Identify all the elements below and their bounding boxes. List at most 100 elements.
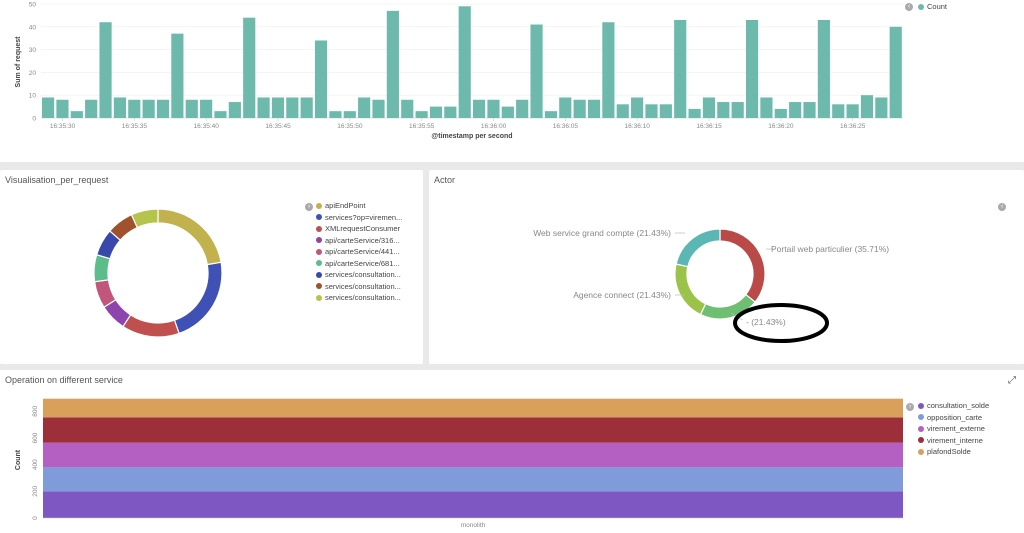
bar[interactable] bbox=[358, 97, 371, 118]
bar[interactable] bbox=[401, 99, 414, 118]
bar[interactable] bbox=[487, 99, 500, 118]
bar[interactable] bbox=[702, 97, 716, 118]
stacked-bar-segment[interactable] bbox=[43, 442, 903, 468]
donut-slice[interactable] bbox=[157, 208, 222, 266]
legend-item[interactable]: services?op=viremen... bbox=[316, 212, 402, 224]
legend-item[interactable]: XMLrequestConsumer bbox=[316, 223, 402, 235]
bar[interactable] bbox=[731, 102, 744, 118]
legend-item[interactable]: services/consultation... bbox=[316, 269, 402, 281]
donut-slice[interactable] bbox=[173, 261, 223, 335]
legend-item[interactable]: consultation_solde bbox=[918, 400, 989, 412]
bar[interactable] bbox=[42, 97, 55, 118]
legend-toggle-icon[interactable]: ‹ bbox=[905, 3, 913, 11]
bar[interactable] bbox=[444, 106, 457, 118]
bar[interactable] bbox=[544, 111, 557, 118]
bar[interactable] bbox=[257, 97, 270, 118]
bar[interactable] bbox=[128, 99, 141, 118]
bar[interactable] bbox=[271, 97, 285, 118]
legend-item[interactable]: services/consultation... bbox=[316, 281, 402, 293]
legend-item[interactable]: opposition_carte bbox=[918, 412, 989, 424]
bar[interactable] bbox=[717, 102, 730, 118]
bar[interactable] bbox=[516, 99, 529, 118]
bar[interactable] bbox=[616, 104, 629, 118]
stacked-bar-segment[interactable] bbox=[43, 467, 903, 492]
bar[interactable] bbox=[745, 19, 759, 118]
bar[interactable] bbox=[200, 99, 213, 118]
bar[interactable] bbox=[70, 111, 83, 118]
bar[interactable] bbox=[803, 102, 816, 118]
donut-slice[interactable] bbox=[130, 208, 159, 229]
legend-item[interactable]: apiEndPoint bbox=[316, 200, 402, 212]
legend-label: opposition_carte bbox=[927, 412, 983, 422]
x-tick-label: 16:35:50 bbox=[337, 123, 363, 130]
legend-item[interactable]: services/consultation... bbox=[316, 292, 402, 304]
bar[interactable] bbox=[243, 17, 256, 118]
stacked-bar-segment[interactable] bbox=[43, 398, 903, 418]
legend-item[interactable]: api/carteService/316... bbox=[316, 235, 402, 247]
bar[interactable] bbox=[372, 99, 385, 118]
bar[interactable] bbox=[171, 33, 184, 118]
legend-item[interactable]: plafondSolde bbox=[918, 446, 989, 458]
bar[interactable] bbox=[429, 106, 443, 118]
stacked-bar-segment[interactable] bbox=[43, 491, 903, 518]
legend-toggle-icon[interactable]: › bbox=[305, 203, 313, 211]
donut-slice[interactable] bbox=[675, 228, 721, 268]
bar[interactable] bbox=[156, 99, 170, 118]
bar[interactable] bbox=[688, 108, 701, 118]
bar[interactable] bbox=[587, 99, 601, 118]
legend-dot bbox=[918, 425, 924, 432]
bar[interactable] bbox=[214, 111, 227, 118]
stacked-bar-segment[interactable] bbox=[43, 417, 903, 443]
donut-slice[interactable] bbox=[719, 228, 766, 303]
bar[interactable] bbox=[314, 40, 328, 119]
bar[interactable] bbox=[473, 99, 486, 118]
bar[interactable] bbox=[659, 104, 672, 118]
bar[interactable] bbox=[56, 99, 69, 118]
bar[interactable] bbox=[602, 22, 615, 119]
fullscreen-icon[interactable]: ⤢ bbox=[1008, 375, 1016, 386]
bar[interactable] bbox=[99, 22, 112, 119]
actor-label-dash: - (21.43%) bbox=[746, 317, 786, 327]
bar[interactable] bbox=[386, 10, 399, 119]
bar[interactable] bbox=[329, 111, 342, 118]
bar[interactable] bbox=[113, 97, 126, 118]
bar[interactable] bbox=[228, 102, 241, 118]
legend-item[interactable]: virement_interne bbox=[918, 435, 989, 447]
bar[interactable] bbox=[501, 106, 514, 118]
bar[interactable] bbox=[875, 97, 888, 118]
legend-toggle-icon[interactable]: › bbox=[906, 403, 914, 411]
bar[interactable] bbox=[789, 102, 802, 118]
bar[interactable] bbox=[142, 99, 155, 118]
legend-item[interactable]: api/carteService/441... bbox=[316, 246, 402, 258]
donut-slice[interactable] bbox=[674, 263, 707, 316]
bar[interactable] bbox=[832, 104, 845, 118]
bar[interactable] bbox=[185, 99, 198, 118]
legend-item-count[interactable]: Count bbox=[918, 1, 947, 13]
bar[interactable] bbox=[343, 111, 356, 118]
bar[interactable] bbox=[559, 97, 572, 118]
bar[interactable] bbox=[760, 97, 773, 118]
bar[interactable] bbox=[415, 111, 428, 118]
donut-slice[interactable] bbox=[122, 314, 180, 338]
bar[interactable] bbox=[530, 24, 543, 118]
bar[interactable] bbox=[674, 19, 687, 118]
x-tick-label: monolith bbox=[461, 522, 486, 529]
bar[interactable] bbox=[458, 6, 471, 119]
donut-slice[interactable] bbox=[93, 253, 111, 283]
bar[interactable] bbox=[631, 97, 644, 118]
bar[interactable] bbox=[774, 108, 787, 118]
donut-slice[interactable] bbox=[699, 293, 757, 320]
bar[interactable] bbox=[286, 97, 299, 118]
actor-panel: Actor ‹ Portail web particulier (35.71%)… bbox=[429, 170, 1024, 364]
bar[interactable] bbox=[573, 99, 586, 118]
legend-item[interactable]: api/carteService/681... bbox=[316, 258, 402, 270]
bar[interactable] bbox=[889, 26, 902, 118]
bar[interactable] bbox=[645, 104, 658, 118]
bar[interactable] bbox=[85, 99, 98, 118]
legend-item[interactable]: virement_externe bbox=[918, 423, 989, 435]
bar[interactable] bbox=[817, 19, 830, 118]
bar[interactable] bbox=[846, 104, 859, 118]
legend-toggle-icon[interactable]: ‹ bbox=[998, 203, 1006, 211]
bar[interactable] bbox=[860, 95, 874, 118]
bar[interactable] bbox=[300, 97, 313, 118]
